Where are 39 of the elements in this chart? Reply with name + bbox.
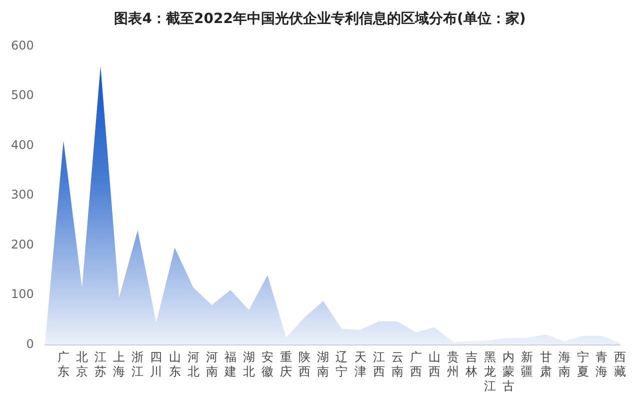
x-tick-label: 福建 xyxy=(223,350,236,379)
x-tick-label: 安徽 xyxy=(262,350,274,379)
x-tick-label: 重庆 xyxy=(280,350,292,379)
x-tick-label: 宁夏 xyxy=(576,350,589,379)
x-tick-label: 青海 xyxy=(595,350,608,379)
x-tick-label: 浙江 xyxy=(132,350,144,379)
y-tick-label: 600 xyxy=(11,38,34,52)
y-tick-label: 100 xyxy=(11,287,34,302)
x-tick-label: 上海 xyxy=(113,350,126,379)
x-tick-label: 辽宁 xyxy=(336,350,348,379)
x-tick-label: 西藏 xyxy=(614,350,626,379)
x-tick-label: 山西 xyxy=(428,350,440,379)
x-tick-label: 云南 xyxy=(391,350,404,379)
x-tick-label: 广西 xyxy=(410,350,422,379)
x-tick-label: 湖南 xyxy=(317,350,330,379)
x-tick-label: 甘肃 xyxy=(540,350,552,379)
y-tick-label: 300 xyxy=(11,188,34,202)
y-tick-label: 500 xyxy=(11,88,34,102)
x-tick-label: 海南 xyxy=(558,350,570,379)
x-tick-label: 河北 xyxy=(187,350,200,379)
y-tick-label: 0 xyxy=(26,336,34,351)
y-tick-label: 200 xyxy=(11,237,34,252)
x-tick-label: 天津 xyxy=(354,350,366,379)
x-tick-label: 湖北 xyxy=(242,350,255,379)
chart-title: 图表4：截至2022年中国光伏企业专利信息的区域分布(单位：家) xyxy=(113,10,527,29)
y-tick-label: 400 xyxy=(11,138,34,152)
x-tick-label: 新疆 xyxy=(521,350,534,379)
x-tick-label: 四川 xyxy=(150,350,162,379)
x-tick-label: 江苏 xyxy=(94,350,107,379)
x-tick-label: 江西 xyxy=(372,350,385,379)
x-tick-label: 内蒙古 xyxy=(502,350,515,393)
x-tick-label: 广东 xyxy=(57,350,70,379)
x-tick-label: 黑龙江 xyxy=(484,350,496,393)
x-tick-label: 北京 xyxy=(76,350,88,379)
x-tick-label: 陕西 xyxy=(298,350,311,379)
x-tick-label: 山东 xyxy=(168,350,181,379)
x-tick-label: 吉林 xyxy=(464,350,478,379)
x-tick-label: 河南 xyxy=(206,350,218,379)
x-tick-label: 贵州 xyxy=(447,350,460,379)
